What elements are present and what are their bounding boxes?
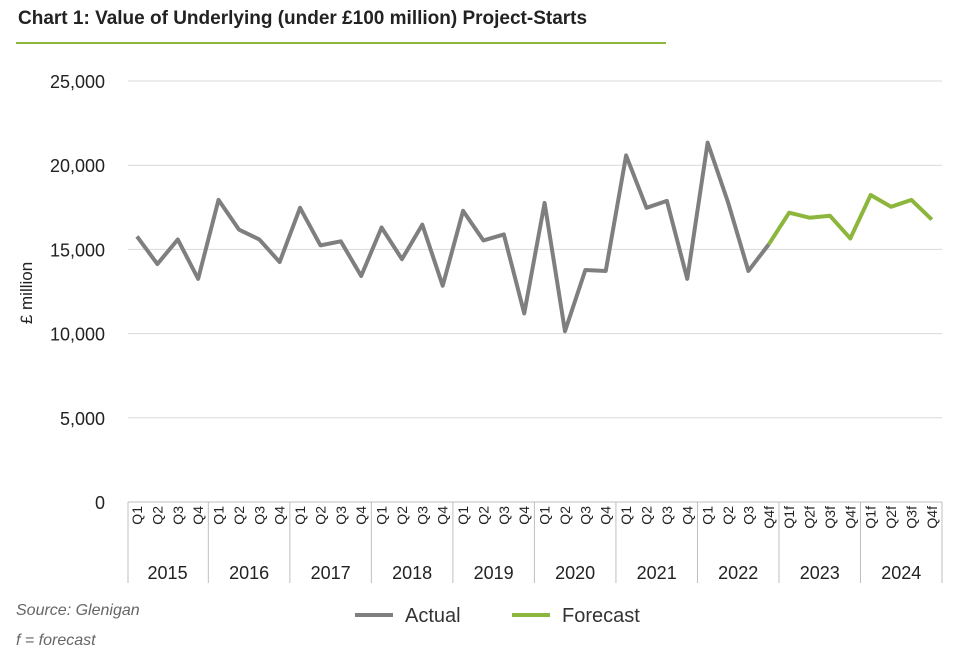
- x-quarter-label: Q3: [659, 506, 675, 525]
- x-quarter-label: Q3: [577, 506, 593, 525]
- legend-label-forecast: Forecast: [562, 605, 640, 627]
- x-quarter-label: Q2f: [883, 506, 899, 529]
- x-quarter-label: Q2f: [802, 506, 818, 529]
- x-year-label: 2017: [311, 563, 351, 583]
- x-quarter-label: Q1: [211, 506, 227, 525]
- x-quarter-label: Q2: [394, 506, 410, 525]
- y-tick-label: 20,000: [50, 156, 105, 176]
- x-quarter-label: Q3: [740, 506, 756, 525]
- x-quarter-label: Q4: [516, 506, 532, 525]
- x-quarter-label: Q1f: [781, 506, 797, 529]
- x-quarter-label: Q2: [231, 506, 247, 525]
- legend-label-actual: Actual: [405, 605, 461, 627]
- x-year-label: 2018: [392, 563, 432, 583]
- x-quarter-label: Q3: [170, 506, 186, 525]
- x-quarter-label: Q1f: [863, 506, 879, 529]
- y-tick-label: 5,000: [60, 409, 105, 429]
- x-quarter-label: Q4: [272, 506, 288, 525]
- source-note: Source: Glenigan: [16, 602, 140, 619]
- y-tick-label: 10,000: [50, 325, 105, 345]
- series-line-actual: [135, 140, 771, 334]
- x-year-label: 2023: [800, 563, 840, 583]
- x-year-label: 2022: [718, 563, 758, 583]
- y-axis-label: £ million: [17, 262, 36, 324]
- x-quarter-label: Q2: [720, 506, 736, 525]
- x-quarter-label: Q2: [312, 506, 328, 525]
- x-quarter-label: Q3: [496, 506, 512, 525]
- x-quarter-label: Q2: [475, 506, 491, 525]
- x-quarter-label: Q2: [149, 506, 165, 525]
- x-quarter-label: Q1: [455, 506, 471, 525]
- title-underline: [16, 42, 666, 44]
- x-quarter-label: Q4: [190, 506, 206, 525]
- x-quarter-label: Q4: [598, 506, 614, 525]
- x-quarter-label: Q1: [292, 506, 308, 525]
- forecast-footnote: f = forecast: [16, 632, 96, 649]
- x-year-label: 2015: [148, 563, 188, 583]
- chart-title: Chart 1: Value of Underlying (under £100…: [18, 8, 588, 29]
- x-quarter-label: Q4: [435, 506, 451, 525]
- x-quarter-label: Q1: [700, 506, 716, 525]
- x-quarter-label: Q4: [679, 506, 695, 525]
- x-quarter-label: Q1: [618, 506, 634, 525]
- x-quarter-label: Q3: [333, 506, 349, 525]
- y-tick-label: 25,000: [50, 72, 105, 92]
- y-tick-label: 0: [95, 493, 105, 513]
- x-quarter-label: Q4f: [842, 506, 858, 529]
- x-quarter-label: Q2: [557, 506, 573, 525]
- x-quarter-label: Q2: [639, 506, 655, 525]
- x-year-label: 2021: [637, 563, 677, 583]
- y-tick-label: 15,000: [50, 240, 105, 260]
- x-quarter-label: Q3f: [822, 506, 838, 529]
- x-year-label: 2024: [881, 563, 921, 583]
- x-quarter-label: Q1: [129, 506, 145, 525]
- x-quarter-label: Q1: [374, 506, 390, 525]
- x-quarter-label: Q4f: [924, 506, 940, 529]
- x-quarter-label: Q3: [251, 506, 267, 525]
- x-quarter-label: Q4: [353, 506, 369, 525]
- x-quarter-label: Q3: [414, 506, 430, 525]
- x-year-label: 2019: [474, 563, 514, 583]
- x-year-label: 2016: [229, 563, 269, 583]
- x-quarter-label: Q4f: [761, 506, 777, 529]
- x-quarter-label: Q3f: [903, 506, 919, 529]
- series-line-forecast: [767, 193, 934, 246]
- x-year-label: 2020: [555, 563, 595, 583]
- x-quarter-label: Q1: [537, 506, 553, 525]
